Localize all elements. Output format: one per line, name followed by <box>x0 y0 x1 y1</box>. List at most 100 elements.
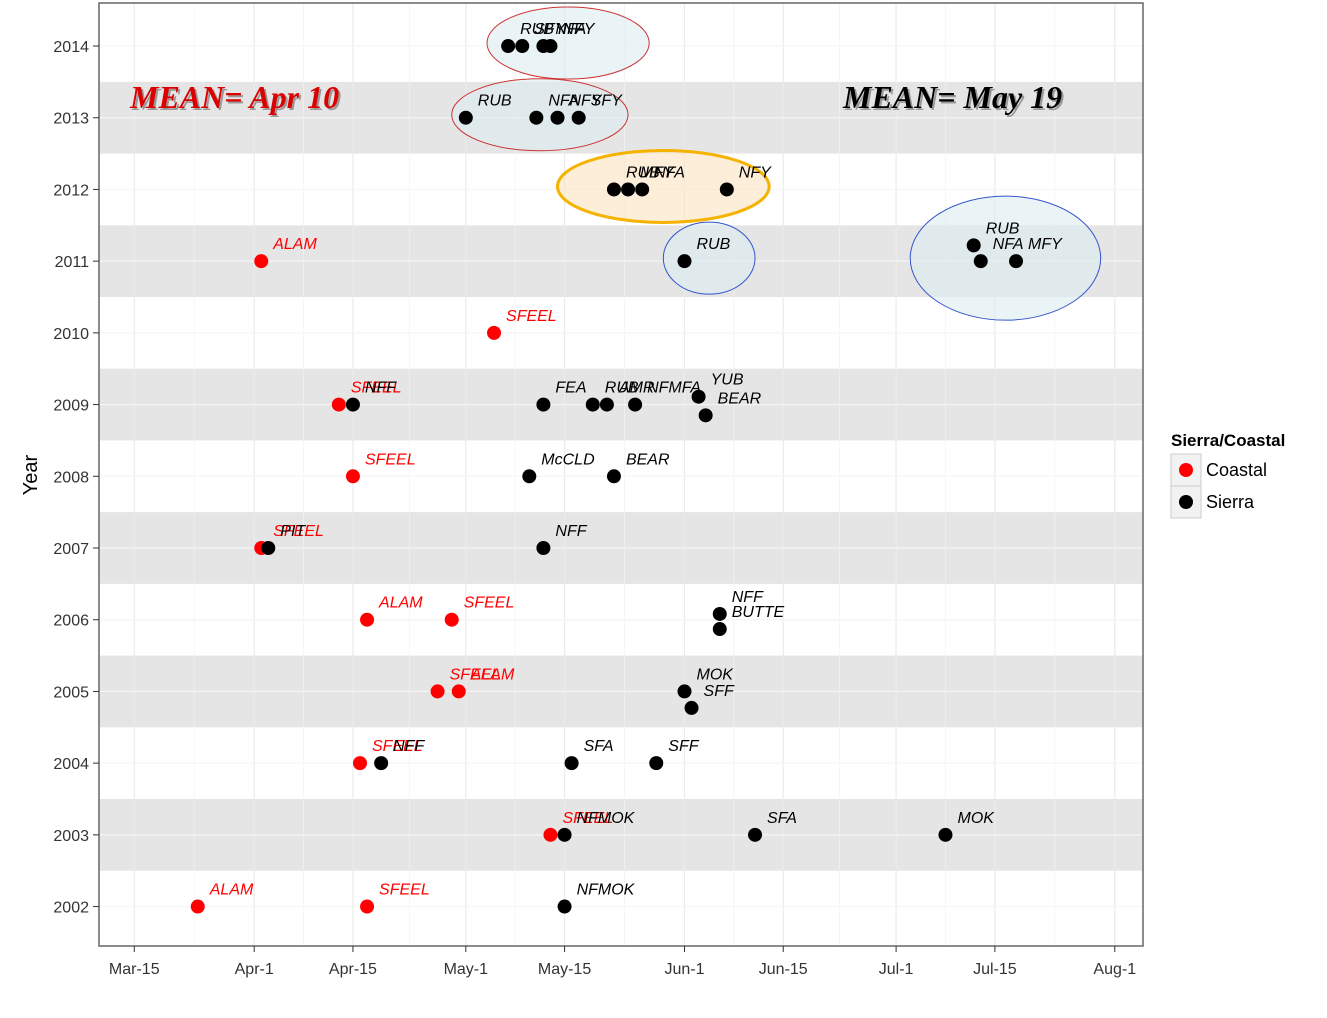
point-label: SFEEL <box>506 308 557 325</box>
point-pit-2007 <box>261 541 276 556</box>
point-alam-2011 <box>254 254 269 269</box>
point-bear-2009 <box>698 408 713 423</box>
point-label: SFF <box>704 683 735 700</box>
point-label: MOK <box>696 666 734 683</box>
point-label: PIT <box>280 523 306 540</box>
x-axis: Mar-15 Apr-1 Apr-15 May-1 May-15 Jun-1 Jun-15 J… <box>109 946 1136 978</box>
point-nff-2009 <box>345 397 360 412</box>
x-tick-label: Jul-15 <box>973 961 1017 978</box>
point-label: SFEEL <box>464 595 515 612</box>
legend-label: Sierra <box>1206 492 1255 512</box>
point-label: SFY <box>534 21 566 38</box>
highlight-ellipse-2011 <box>662 221 756 295</box>
point-label: NFA <box>993 236 1024 253</box>
point-label: SFY <box>591 93 623 110</box>
x-tick-label: Mar-15 <box>109 961 160 978</box>
annotation-shadow: MEAN= May 19 <box>844 81 1064 117</box>
point-nfmfa-2009 <box>628 397 643 412</box>
highlight-ellipse-2012 <box>556 148 771 224</box>
point-label: SFEEL <box>365 451 416 468</box>
point-label: SFEEL <box>379 882 430 899</box>
highlight-ellipse-2011 <box>909 195 1102 321</box>
point-label: RUB <box>626 164 660 181</box>
point-label: AMR <box>618 380 655 397</box>
y-tick-label: 2008 <box>53 469 89 486</box>
point-sfeel-2008 <box>345 469 360 484</box>
point-bear-2008 <box>606 469 621 484</box>
x-tick-label: May-1 <box>444 961 489 978</box>
point-label: RUB <box>478 93 512 110</box>
point-rub-2013 <box>458 110 473 125</box>
x-tick-label: Apr-15 <box>329 961 377 978</box>
point-butte-2006 <box>712 622 727 637</box>
point-sfeel-2010 <box>487 325 502 340</box>
point-mccld-2008 <box>522 469 537 484</box>
point-label: NFMOK <box>577 810 636 827</box>
x-tick-label: May-15 <box>538 961 591 978</box>
point-label: NFMFA <box>647 380 701 397</box>
point-label: RUB <box>520 21 554 38</box>
point-label: SFEEL <box>372 738 423 755</box>
point-label: FEA <box>555 380 586 397</box>
y-tick-label: 2002 <box>53 900 89 917</box>
point-rub-2011 <box>966 238 981 253</box>
x-tick-label: Apr-1 <box>235 961 274 978</box>
point-label: SFF <box>668 738 699 755</box>
y-tick-label: 2007 <box>53 541 89 558</box>
y-tick-label: 2012 <box>53 182 89 199</box>
x-tick-label: Jul-1 <box>879 961 914 978</box>
point-nff-2006 <box>712 606 727 621</box>
point-fea-2009 <box>536 397 551 412</box>
point-mok-2003 <box>938 827 953 842</box>
point-mfy-2011 <box>1009 254 1024 269</box>
plot-border <box>98 2 1144 947</box>
point-label: SFEEL <box>351 380 402 397</box>
point-sfeel-2006 <box>444 612 459 627</box>
point-label: NFA <box>654 164 685 181</box>
y-tick-label: 2014 <box>53 39 89 56</box>
y-tick-label: 2009 <box>53 398 89 415</box>
point-label: BEAR <box>626 451 670 468</box>
point-label: ALAM <box>378 595 423 612</box>
point-label: NFA <box>555 21 586 38</box>
point-sfa-2003 <box>748 827 763 842</box>
y-tick-label: 2011 <box>55 254 90 271</box>
point-sfeel-2003 <box>543 827 558 842</box>
point-label: NFMOK <box>577 882 636 899</box>
point-nfa-2012 <box>635 182 650 197</box>
point-nff-2007 <box>536 541 551 556</box>
point-sfa-2004 <box>564 756 579 771</box>
point-rub-2009 <box>585 397 600 412</box>
point-label: NFY <box>739 164 772 181</box>
point-nfy-2014 <box>543 39 558 54</box>
point-nfmok-2003 <box>557 827 572 842</box>
point-label: ALAM <box>470 666 515 683</box>
point-label: ALAM <box>272 236 317 253</box>
point-rub-2012 <box>606 182 621 197</box>
point-label: RUB <box>986 220 1020 237</box>
point-sfeel-2005 <box>430 684 445 699</box>
point-label: NFY <box>570 93 603 110</box>
point-label: YUB <box>711 372 744 389</box>
y-axis-title: Year <box>20 454 42 495</box>
point-alam-2005 <box>451 684 466 699</box>
point-label: NFF <box>365 380 397 397</box>
point-label: NFY <box>562 21 595 38</box>
point-nfmok-2002 <box>557 899 572 914</box>
point-label: BUTTE <box>732 604 785 621</box>
point-label: NFA <box>548 93 579 110</box>
point-label: SFEEL <box>273 523 324 540</box>
point-label: SFA <box>767 810 797 827</box>
y-tick-label: 2006 <box>53 613 89 630</box>
point-mok-2005 <box>677 684 692 699</box>
y-axis: 2002 2003 2004 2005 2006 2007 2008 2009 2010 2011… <box>53 39 99 917</box>
legend-title: Sierra/Coastal <box>1171 431 1285 450</box>
point-nfy-2013 <box>550 110 565 125</box>
point-nff-2004 <box>374 756 389 771</box>
legend-marker-coastal <box>1179 463 1193 477</box>
point-sfeel-2002 <box>360 899 375 914</box>
point-rub-2011 <box>677 254 692 269</box>
point-label: NFF <box>732 589 764 606</box>
point-nfa-2011 <box>973 254 988 269</box>
